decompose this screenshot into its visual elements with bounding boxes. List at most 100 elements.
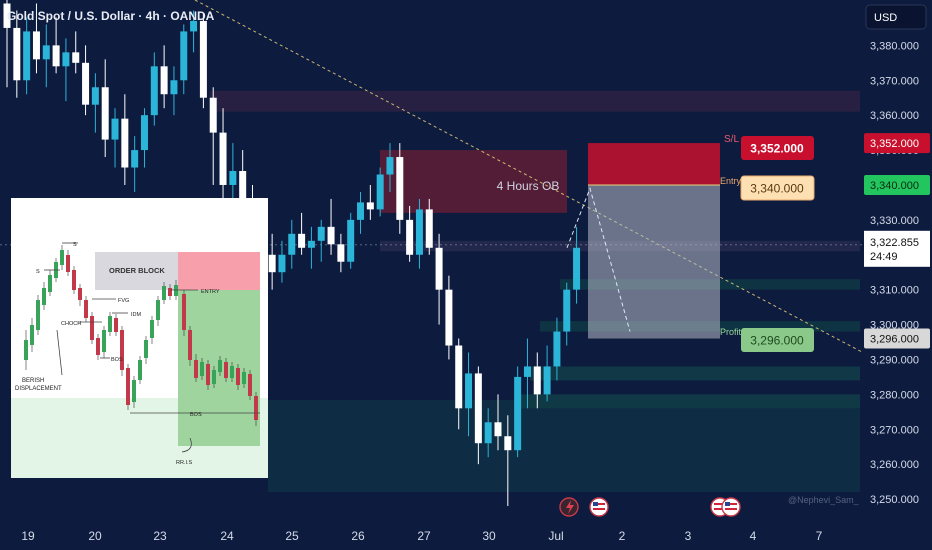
inset-candle-body-11 xyxy=(90,316,94,340)
time-tick-label-0: 19 xyxy=(21,529,35,543)
candle-body-4 xyxy=(42,45,50,60)
inset-candle-body-10 xyxy=(84,300,88,318)
current-price-label: 3,322.855 xyxy=(870,237,919,249)
flash-event-icon[interactable] xyxy=(559,497,579,517)
price-tick-label-8: 3,330.000 xyxy=(870,215,919,227)
candle-body-43 xyxy=(425,209,433,248)
candle-body-29 xyxy=(288,233,296,255)
inset-candle-body-8 xyxy=(72,270,76,290)
inset-candle-body-16 xyxy=(120,330,124,370)
inset-candles xyxy=(24,245,258,426)
price-axis: 3,250.000 3,260.000 3,270.000 3,280.000 3,29… xyxy=(862,0,932,550)
candle-body-38 xyxy=(376,174,384,210)
inset-candle-body-33 xyxy=(224,362,228,378)
inset-candle-body-28 xyxy=(194,360,198,378)
inset-candle-body-37 xyxy=(248,374,252,396)
candle-body-35 xyxy=(347,219,355,262)
inset-s1-label: S xyxy=(73,242,77,248)
inset-bearish-label: BERISH xyxy=(22,378,44,384)
time-tick-label-8: Jul xyxy=(548,529,563,543)
inset-candle-body-36 xyxy=(242,372,246,384)
price-tick-label-2: 3,270.000 xyxy=(870,424,919,436)
smc-inset-image: ORDER BLOCK ENTRY FVG CHOCH IDM BOS BOS … xyxy=(11,198,268,478)
inset-candle-body-38 xyxy=(254,396,258,420)
inset-displacement-label: DISPLACEMENT xyxy=(15,386,62,392)
profit-tag-label: Profit xyxy=(720,327,742,337)
candle-body-44 xyxy=(435,247,443,290)
time-tick-label-5: 26 xyxy=(351,529,365,543)
price-marker-label-2: 3,296.000 xyxy=(870,334,919,346)
inset-candle-body-9 xyxy=(78,288,82,300)
currency-label: USD xyxy=(874,12,897,24)
inset-candle-body-35 xyxy=(236,368,240,385)
candle-body-6 xyxy=(62,52,70,67)
time-tick-label-2: 23 xyxy=(153,529,167,543)
candle-body-55 xyxy=(543,366,551,395)
time-tick-label-6: 27 xyxy=(417,529,431,543)
zone-1 xyxy=(210,90,860,112)
candle-body-49 xyxy=(484,422,492,444)
candle-body-21 xyxy=(209,97,217,133)
candle-body-20 xyxy=(199,20,207,98)
candle-body-5 xyxy=(52,45,60,67)
target-zone xyxy=(588,184,720,339)
inset-candle-body-3 xyxy=(42,288,46,305)
candle-body-3 xyxy=(32,31,40,60)
us-flag-pair-icon[interactable] xyxy=(710,497,741,517)
candle-body-37 xyxy=(366,202,374,210)
sl-tag[interactable]: S/L 3,352.000 xyxy=(724,134,814,160)
order-block-label: 4 Hours OB xyxy=(497,179,560,193)
price-tick-label-6: 3,310.000 xyxy=(870,285,919,297)
stop-loss-zone xyxy=(588,143,720,185)
inset-candle-body-30 xyxy=(206,364,210,385)
candle-body-23 xyxy=(229,171,237,185)
time-tick-label-1: 20 xyxy=(88,529,102,543)
inset-candle-body-21 xyxy=(150,320,154,338)
inset-candle-body-26 xyxy=(182,294,186,330)
price-axis-background xyxy=(862,0,932,550)
inset-order-block-label: ORDER BLOCK xyxy=(109,266,165,275)
inset-candle-body-25 xyxy=(174,285,178,296)
inset-candle-body-23 xyxy=(162,286,166,300)
inset-candle-body-22 xyxy=(156,300,160,320)
inset-candle-body-15 xyxy=(114,318,118,332)
time-axis: 19 20 23 24 25 26 27 30 Jul 2 3 4 7 xyxy=(0,520,862,550)
candle-body-36 xyxy=(357,202,365,220)
profit-tag[interactable]: Profit 3,296.000 xyxy=(720,327,814,352)
candle-body-52 xyxy=(514,376,522,451)
entry-tag-label: Entry xyxy=(720,176,742,186)
inset-entry-label: ENTRY xyxy=(201,289,220,295)
candle-body-27 xyxy=(268,254,276,273)
time-tick-label-12: 7 xyxy=(816,529,823,543)
candle-body-1 xyxy=(13,27,21,81)
candle-body-17 xyxy=(170,80,178,95)
currency-button[interactable]: USD xyxy=(865,4,927,30)
projection-path xyxy=(566,186,631,332)
candle-body-31 xyxy=(307,240,315,248)
price-marker-box-0 xyxy=(864,133,930,154)
price-tick-label-4: 3,290.000 xyxy=(870,354,919,366)
price-tick-label-11: 3,360.000 xyxy=(870,110,919,122)
entry-tag[interactable]: Entry 3,340.000 xyxy=(720,175,815,201)
inset-candle-body-18 xyxy=(132,380,136,402)
inset-candle-body-6 xyxy=(60,250,64,265)
zone-0 xyxy=(380,150,567,213)
candle-body-39 xyxy=(386,157,394,175)
price-tick-label-13: 3,380.000 xyxy=(870,40,919,52)
time-tick-label-9: 2 xyxy=(619,529,626,543)
sl-tag-label: S/L xyxy=(724,134,739,145)
price-tick-label-3: 3,280.000 xyxy=(870,389,919,401)
inset-candle-body-13 xyxy=(102,330,106,352)
inset-candle-body-7 xyxy=(66,255,70,272)
profit-tag-box xyxy=(741,328,814,352)
us-flag-icon[interactable] xyxy=(589,497,609,517)
candle-body-14 xyxy=(140,115,148,151)
candle-body-46 xyxy=(455,345,463,409)
inset-candle-body-14 xyxy=(108,316,112,332)
candle-body-9 xyxy=(91,87,99,105)
candle-body-24 xyxy=(239,171,247,203)
lower-demand-band xyxy=(268,400,860,492)
candle-body-19 xyxy=(190,20,198,32)
